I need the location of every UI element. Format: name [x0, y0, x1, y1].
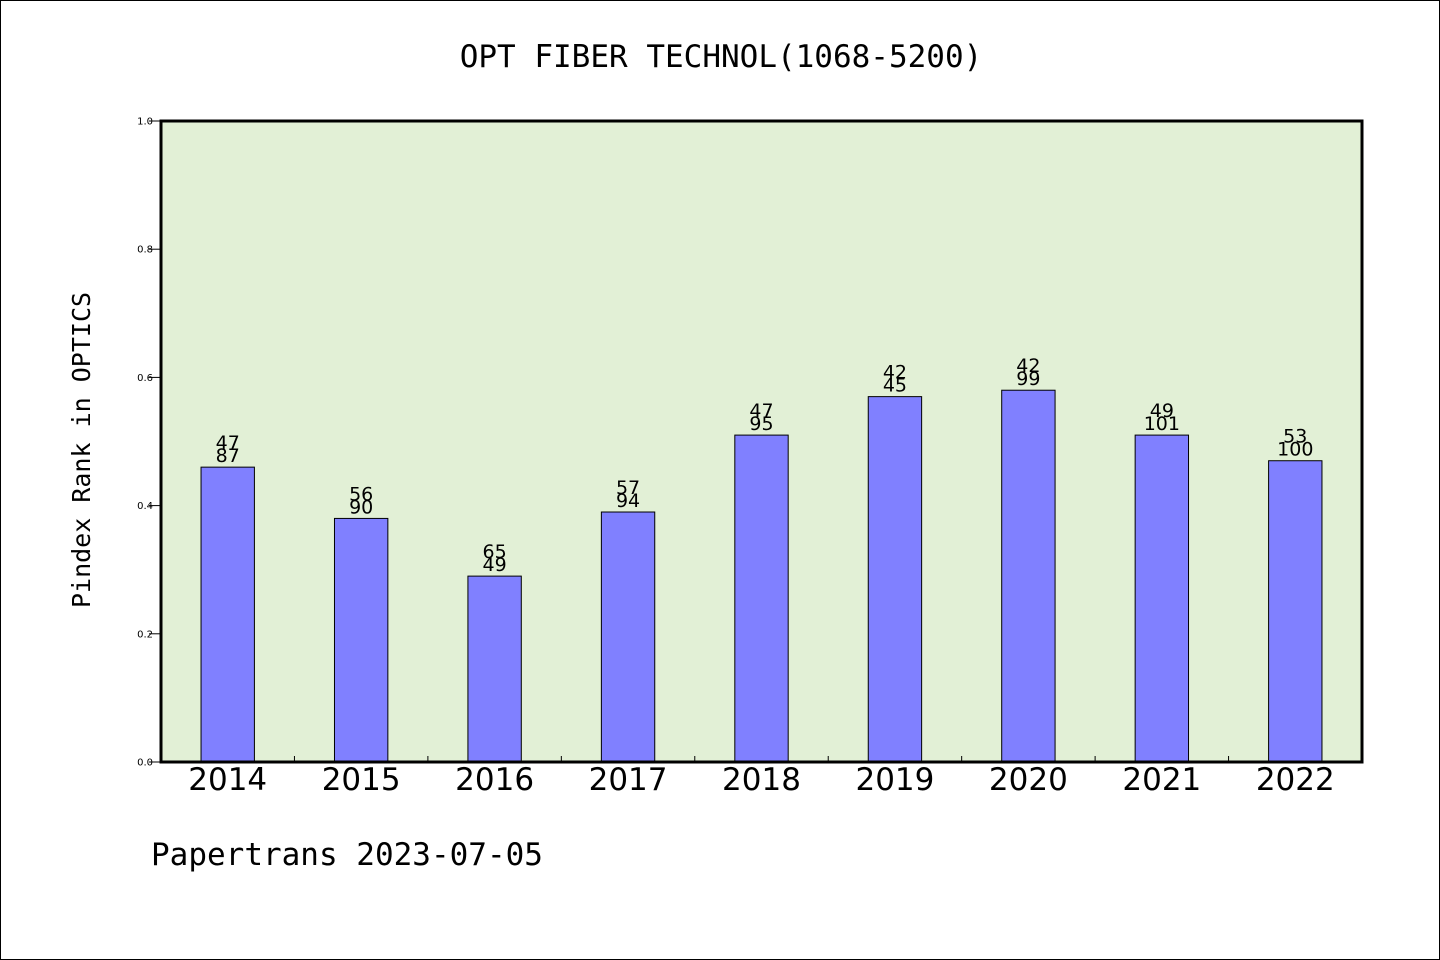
bar-label-top: 47 — [216, 432, 240, 454]
bar-label-bottom: 95 — [749, 413, 773, 435]
bar-2017 — [600, 511, 656, 763]
plot-border — [159, 119, 1364, 764]
x-tick-label: 2017 — [589, 762, 668, 798]
bar-label-bottom: 45 — [883, 375, 907, 397]
x-tick-label: 2021 — [1122, 762, 1201, 798]
bar-label-bottom: 100 — [1277, 439, 1313, 461]
bar-label-bottom: 99 — [1016, 368, 1040, 390]
bar-label-top: 42 — [1016, 355, 1040, 377]
y-tick-label: 1.0 — [137, 117, 153, 128]
bar-2016 — [467, 575, 522, 763]
bar-label-top: 47 — [749, 400, 773, 422]
bar-label-top: 42 — [883, 362, 907, 384]
bar-label-bottom: 101 — [1144, 413, 1180, 435]
bar-2021 — [1134, 434, 1190, 763]
axis-ticks: 0.0 0.2 0.4 0.6 0.8 1.0 2014 2015 2016 2017 2018 20… — [137, 117, 1335, 799]
bar-label-top: 65 — [483, 541, 507, 563]
bar-label-top: 53 — [1283, 426, 1307, 448]
bar-label-bottom: 94 — [616, 490, 640, 512]
y-tick-label: 0.8 — [137, 245, 153, 256]
y-tick-label: 0.0 — [137, 758, 153, 769]
x-tick-label: 2020 — [989, 762, 1068, 798]
y-tick-label: 0.6 — [137, 373, 153, 384]
bar-label-top: 49 — [1150, 400, 1174, 422]
bar-2022 — [1268, 460, 1323, 763]
footer-source-date: Papertrans 2023-07-05 — [151, 837, 543, 873]
bar-label-bottom: 49 — [483, 554, 507, 576]
bar-label-bottom: 90 — [349, 496, 373, 518]
bar-label-top: 56 — [349, 483, 373, 505]
y-tick-label: 0.2 — [137, 629, 153, 640]
chart-title: OPT FIBER TECHNOL(1068-5200) — [460, 39, 983, 75]
bar-2014 — [200, 466, 255, 763]
bar-label-top: 57 — [616, 477, 640, 499]
bar-label-bottom: 87 — [216, 445, 240, 467]
bar-2015 — [333, 517, 389, 763]
x-tick-label: 2019 — [855, 762, 934, 798]
x-tick-label: 2016 — [455, 762, 534, 798]
y-tick-label: 0.4 — [137, 501, 153, 512]
x-tick-label: 2015 — [322, 762, 401, 798]
bar-2018 — [734, 434, 789, 763]
bar-2019 — [867, 396, 923, 763]
x-tick-label: 2014 — [188, 762, 267, 798]
x-tick-label: 2022 — [1256, 762, 1335, 798]
bar-2020 — [1001, 389, 1056, 763]
x-tick-label: 2018 — [722, 762, 801, 798]
y-axis-label: Pindex Rank in OPTICS — [67, 292, 96, 608]
